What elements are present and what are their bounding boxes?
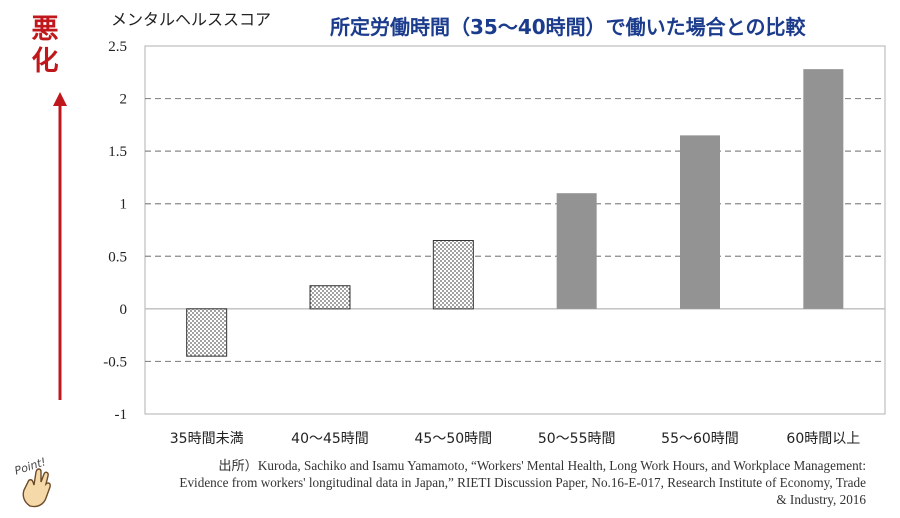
worse-label-char-2: 化	[31, 46, 59, 77]
plot-frame	[144, 45, 886, 415]
source-citation: 出所）Kuroda, Sachiko and Isamu Yamamoto, “…	[106, 457, 866, 508]
x-category-label: 35時間未満	[170, 431, 244, 447]
bar	[556, 193, 597, 309]
y-tick-label: 0	[120, 302, 128, 318]
plot-area: 2.5 2 1.5 1 0.5 0 -0.5 -1 35時間未満 40～45時間 45～50時間 50…	[103, 39, 886, 447]
worse-direction-label: 悪 化	[22, 14, 68, 78]
x-category-label: 45～50時間	[415, 431, 493, 447]
bar	[432, 240, 474, 310]
bar	[680, 135, 720, 309]
y-tick-label: -0.5	[103, 354, 127, 370]
point-badge-text: Point!	[13, 455, 48, 477]
y-axis-label: メンタルヘルススコア	[111, 10, 272, 29]
x-category-label: 50～55時間	[538, 431, 616, 447]
y-tick-label: 1	[120, 197, 128, 213]
x-category-label: 55～60時間	[661, 431, 739, 447]
source-line-3: & Industry, 2016	[776, 492, 866, 507]
bar	[309, 285, 351, 310]
pointing-hand-icon: Point!	[13, 455, 51, 508]
bar	[803, 69, 844, 309]
x-category-label: 40～45時間	[291, 431, 369, 447]
bar	[186, 308, 228, 357]
y-tick-label: 0.5	[108, 249, 127, 265]
y-tick-label: 2	[120, 92, 128, 108]
y-tick-label: 1.5	[108, 144, 127, 160]
source-line-1: 出所）Kuroda, Sachiko and Isamu Yamamoto, “…	[218, 458, 866, 473]
x-category-label: 60時間以上	[786, 431, 860, 447]
source-line-2: Evidence from workers' longitudinal data…	[179, 475, 866, 490]
bar-chart: 2.5 2 1.5 1 0.5 0 -0.5 -1 35時間未満 40～45時間 45～50時間 50…	[103, 39, 886, 447]
y-tick-label: -1	[115, 407, 128, 423]
chart-title: 所定労働時間（35～40時間）で働いた場合との比較	[330, 15, 806, 39]
worse-label-char-1: 悪	[31, 14, 59, 45]
y-tick-label: 2.5	[108, 39, 127, 55]
up-arrow-icon	[53, 92, 67, 400]
